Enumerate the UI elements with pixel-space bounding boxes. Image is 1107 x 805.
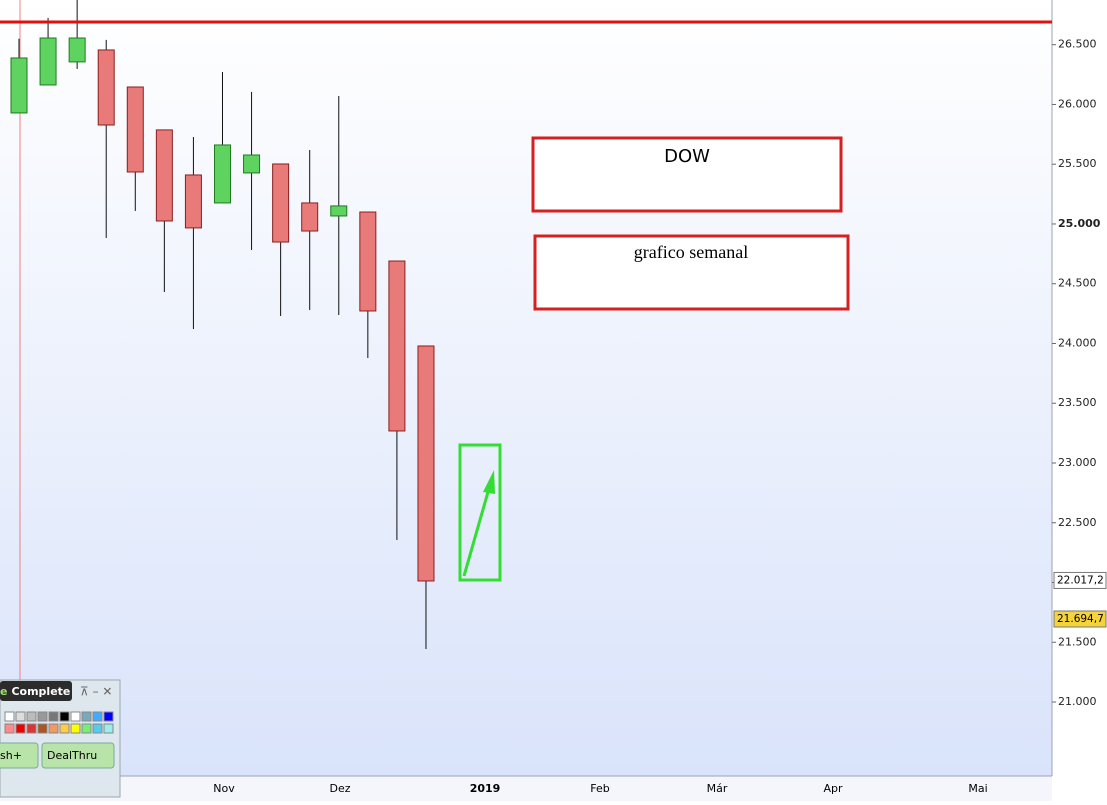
color-swatch: [92, 711, 103, 722]
candle-body: [301, 202, 319, 232]
candle-body: [417, 345, 435, 582]
candle-body: [213, 144, 231, 204]
widget-button[interactable]: [0, 742, 39, 769]
widget: e Complete ⊼ – ✕ sh+ DealThru: [0, 679, 121, 798]
y-tick-label: 26.500: [1058, 38, 1097, 51]
widget-title: e Complete: [0, 685, 70, 698]
x-tick-label: Apr: [823, 782, 843, 795]
color-swatch: [48, 723, 59, 734]
y-tick-label: 21.000: [1058, 695, 1097, 708]
color-swatch: [26, 711, 37, 722]
y-tick-label: 26.000: [1058, 97, 1097, 110]
color-swatch: [37, 711, 48, 722]
annotation: DOW: [664, 146, 710, 167]
x-tick-label: Feb: [590, 782, 609, 795]
y-tick-label: 24.000: [1058, 336, 1097, 349]
color-swatch: [103, 723, 114, 734]
x-tick-label: 2019: [470, 782, 501, 795]
price-tag-label: 22.017,2: [1057, 574, 1104, 586]
color-swatch: [15, 711, 26, 722]
color-swatch: [26, 723, 37, 734]
candle-body: [330, 205, 348, 217]
x-tick-label: Dez: [329, 782, 350, 795]
price-tag-label: 21.694,7: [1057, 613, 1104, 625]
annotation-box: [533, 234, 850, 311]
x-axis-area: [0, 776, 1052, 801]
color-swatch: [15, 723, 26, 734]
color-swatch: [81, 723, 92, 734]
y-tick-label: 22.500: [1058, 516, 1097, 529]
candle-body: [184, 174, 202, 229]
color-swatch: [37, 723, 48, 734]
y-tick-label: 23.000: [1058, 456, 1097, 469]
color-swatch: [92, 723, 103, 734]
color-swatch: [59, 711, 70, 722]
widget-button[interactable]: [41, 742, 115, 769]
x-tick-label: Mai: [968, 782, 987, 795]
y-tick-label: 23.500: [1058, 396, 1097, 409]
y-tick-label: 21.500: [1058, 635, 1097, 648]
arrow-box: [458, 443, 502, 582]
y-axis-area: [1052, 0, 1107, 801]
y-tick-label: 25.500: [1058, 157, 1097, 170]
color-swatch: [59, 723, 70, 734]
candle-body: [359, 211, 377, 312]
y-tick-label: 24.500: [1058, 277, 1097, 290]
candle-body: [10, 57, 28, 114]
color-swatch: [4, 723, 15, 734]
candle-body: [388, 260, 406, 432]
price-tag: [1053, 571, 1107, 589]
candle-body: [243, 154, 261, 174]
color-swatch: [70, 723, 81, 734]
widget-header: [0, 681, 72, 701]
candle-body: [155, 129, 173, 222]
candle-body: [272, 163, 290, 243]
widget-button-label[interactable]: sh+: [0, 749, 22, 762]
annotation-box: [531, 136, 843, 213]
color-swatch: [4, 711, 15, 722]
candle-body: [126, 86, 144, 173]
candle-body: [97, 49, 115, 126]
color-swatch: [48, 711, 59, 722]
y-tick-label: 25.000: [1058, 217, 1101, 230]
arrow: [462, 484, 492, 577]
widget-button-label[interactable]: DealThru: [47, 749, 97, 762]
price-tag: [1053, 610, 1107, 628]
arrow-head: [483, 470, 495, 494]
x-tick-label: Nov: [213, 782, 235, 795]
color-swatch: [81, 711, 92, 722]
candle-body: [39, 37, 57, 86]
plot-area: [0, 0, 1052, 776]
annotation: grafico semanal: [634, 242, 748, 262]
x-tick-label: Már: [707, 782, 728, 795]
color-swatch: [70, 711, 81, 722]
color-swatch: [103, 711, 114, 722]
widget-pin[interactable]: ⊼ – ✕: [80, 685, 112, 699]
candle-body: [68, 37, 86, 63]
